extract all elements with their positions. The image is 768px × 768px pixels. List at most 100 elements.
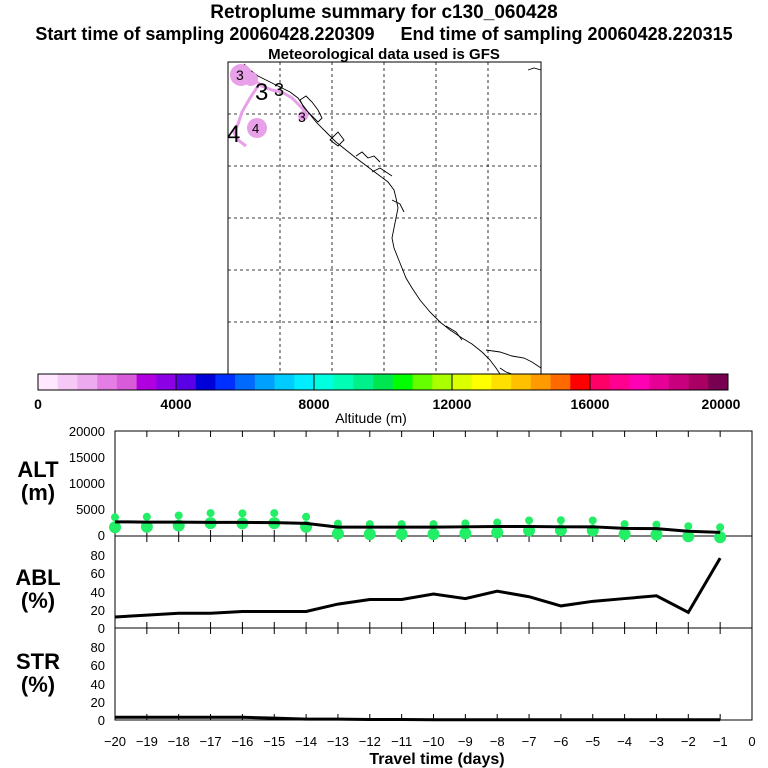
alt-tick-label: 10000 [69, 476, 105, 491]
alt-point [206, 509, 215, 518]
map-panel: 3 3 3 3 4 4 [227, 61, 542, 375]
x-tick-label: −14 [295, 734, 317, 749]
colorbar-swatch [629, 374, 650, 390]
plume-trajectory: 3 3 3 3 4 4 [227, 64, 310, 148]
alt-point [395, 528, 408, 541]
alt-point [493, 518, 502, 527]
colorbar-swatch [511, 374, 532, 390]
plume-blob [298, 111, 308, 121]
colorbar-swatch [649, 374, 670, 390]
plume-label: 4 [252, 121, 259, 136]
str-tick-label: 40 [91, 677, 105, 692]
abl-y-ticks: 0 20 40 60 80 [91, 548, 105, 636]
str-line [115, 715, 721, 722]
coastline [243, 63, 542, 375]
colorbar-swatch [274, 374, 295, 390]
colorbar-swatch [215, 374, 236, 390]
colorbar-swatch [116, 374, 137, 390]
alt-plot [109, 509, 727, 544]
alt-point [142, 512, 151, 521]
alt-point [714, 531, 727, 544]
colorbar-swatch [392, 374, 413, 390]
x-tick-label: −16 [231, 734, 253, 749]
colorbar-swatch [590, 374, 611, 390]
colorbar [37, 373, 729, 391]
colorbar-swatch [491, 374, 512, 390]
alt-point [363, 528, 376, 541]
alt-tick-label: 0 [98, 528, 105, 543]
colorbar-swatch [452, 374, 473, 390]
str-tick-label: 0 [98, 713, 105, 728]
alt-tick-label: 15000 [69, 450, 105, 465]
x-tick-label: −19 [136, 734, 158, 749]
alt-point [302, 512, 311, 521]
colorbar-swatch [471, 374, 492, 390]
colorbar-swatch [254, 374, 275, 390]
alt-point [491, 526, 504, 539]
alt-point [238, 509, 247, 518]
alt-point [716, 523, 725, 532]
x-tick-label: −3 [649, 734, 664, 749]
plume-label: 3 [298, 109, 306, 125]
colorbar-swatch [550, 374, 571, 390]
colorbar-swatch [136, 374, 157, 390]
colorbar-swatch [195, 374, 216, 390]
alt-point [109, 521, 121, 534]
colorbar-tick-label: 12000 [433, 396, 472, 412]
str-y-ticks: 0 20 40 60 80 [91, 640, 105, 728]
abl-panel-unit: (%) [21, 588, 55, 613]
colorbar-swatch [530, 374, 551, 390]
str-plot [115, 715, 721, 722]
abl-tick-label: 40 [91, 585, 105, 600]
x-tick-label: −2 [681, 734, 696, 749]
str-tick-label: 60 [91, 658, 105, 673]
colorbar-swatch [373, 374, 394, 390]
colorbar-swatch [156, 374, 177, 390]
x-tick-label: −11 [391, 734, 412, 749]
alt-point [525, 516, 534, 525]
alt-point [427, 528, 440, 541]
plume-path [232, 70, 310, 117]
abl-tick-label: 60 [91, 566, 105, 581]
start-time-label: Start time of sampling 20060428.220309 [35, 24, 375, 44]
plume-blob [247, 118, 267, 138]
x-tick-labels: −20 −19 −18 −17 −16 −15 −14 −13 −12 −11 −10 −9 −8 −7−… [104, 734, 756, 749]
alt-point [556, 516, 565, 525]
colorbar-swatch [609, 374, 630, 390]
plume-label: 3 [255, 79, 268, 106]
x-tick-label: −1 [713, 734, 728, 749]
x-tick-label: 0 [748, 734, 755, 749]
abl-tick-label: 80 [91, 548, 105, 563]
alt-point [650, 528, 663, 541]
colorbar-swatch [353, 374, 374, 390]
chart-title: Retroplume summary for c130_060428 [210, 2, 558, 23]
colorbar-swatch [57, 374, 78, 390]
alt-point [682, 530, 695, 543]
colorbar-swatch [412, 374, 433, 390]
alt-tick-label: 20000 [69, 424, 105, 439]
colorbar-swatch [294, 374, 315, 390]
alt-point [174, 511, 183, 520]
x-tick-label: −9 [458, 734, 473, 749]
x-tick-label: −5 [585, 734, 600, 749]
map-grid [228, 62, 541, 374]
x-tick-label: −20 [104, 734, 126, 749]
met-data-label: Meteorological data used is GFS [268, 46, 500, 63]
alt-y-ticks: 0 5000 10000 15000 20000 [69, 424, 105, 543]
plume-label: 3 [236, 67, 244, 83]
str-tick-label: 20 [91, 695, 105, 710]
sampling-times: Start time of sampling 20060428.220309 En… [0, 24, 768, 45]
x-tick-label: −4 [617, 734, 632, 749]
alt-point [652, 520, 661, 529]
x-tick-label: −17 [200, 734, 222, 749]
colorbar-swatch [688, 374, 709, 390]
x-tick-label: −13 [327, 734, 349, 749]
abl-panel-label: ABL [15, 565, 60, 590]
colorbar-swatch [77, 374, 98, 390]
x-tick-label: −6 [553, 734, 568, 749]
colorbar-swatch [333, 374, 354, 390]
colorbar-swatch [432, 374, 453, 390]
x-axis-label: Travel time (days) [369, 751, 504, 768]
colorbar-swatch [314, 374, 335, 390]
